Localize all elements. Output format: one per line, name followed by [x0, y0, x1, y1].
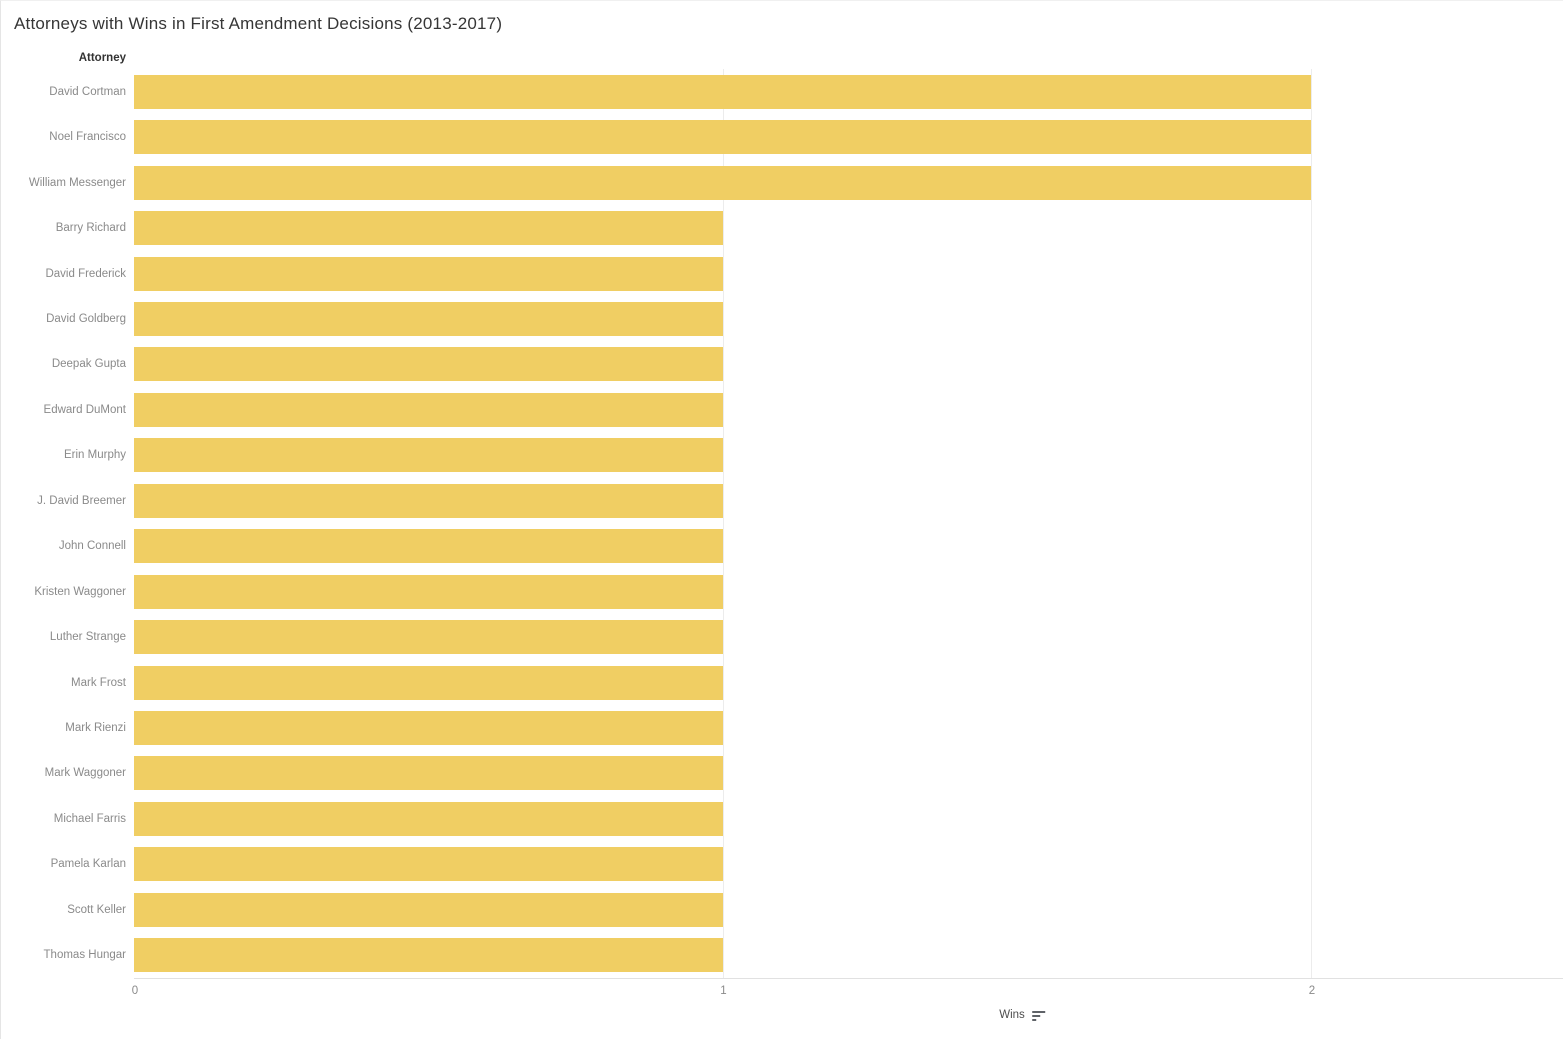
attorney-label[interactable]: David Cortman [49, 85, 126, 98]
attorney-label[interactable]: Mark Frost [71, 676, 126, 689]
attorney-label[interactable]: David Goldberg [46, 312, 126, 325]
x-tick-label-1: 1 [720, 985, 727, 997]
win-bar[interactable] [134, 847, 723, 882]
win-bar[interactable] [134, 620, 723, 655]
attorney-label[interactable]: Luther Strange [49, 631, 126, 644]
attorney-label[interactable]: Kristen Waggoner [34, 585, 126, 598]
attorney-label[interactable]: Scott Keller [67, 903, 126, 916]
win-bar[interactable] [134, 347, 723, 382]
attorney-label[interactable]: Edward DuMont [43, 403, 126, 416]
sort-descending-icon[interactable] [1031, 1010, 1045, 1021]
chart-title: Attorneys with Wins in First Amendment D… [14, 14, 503, 33]
attorney-label[interactable]: Michael Farris [53, 812, 126, 825]
x-tick-label-2: 2 [1308, 985, 1316, 997]
win-bar[interactable] [134, 529, 723, 564]
win-bar[interactable] [134, 711, 723, 746]
win-bar[interactable] [134, 392, 723, 427]
x-tick-label-0: 0 [131, 985, 139, 997]
x-axis-title-label: Wins [999, 1009, 1025, 1021]
win-bar[interactable] [134, 165, 1311, 200]
gridline-x-2 [1311, 69, 1312, 978]
win-bar[interactable] [134, 756, 723, 791]
attorney-label[interactable]: Erin Murphy [64, 449, 126, 462]
row-header-attorney[interactable]: Attorney [78, 52, 126, 64]
x-axis-line [134, 978, 1563, 979]
win-bar[interactable] [134, 892, 723, 927]
win-bar[interactable] [134, 120, 1311, 155]
attorney-label[interactable]: Deepak Gupta [51, 358, 126, 371]
gridline-x-1 [722, 69, 724, 978]
attorney-label[interactable]: Mark Waggoner [44, 767, 126, 780]
win-bar[interactable] [134, 74, 1311, 109]
win-bar[interactable] [134, 574, 723, 609]
win-bar[interactable] [134, 301, 723, 336]
attorney-label[interactable]: J. David Breemer [37, 494, 126, 507]
win-bar[interactable] [134, 938, 723, 973]
win-bar[interactable] [134, 211, 723, 246]
win-bar[interactable] [134, 483, 723, 518]
win-bar[interactable] [134, 801, 723, 836]
attorney-label[interactable]: Noel Francisco [49, 131, 126, 144]
x-axis-title[interactable]: Wins [999, 1009, 1045, 1021]
attorney-label[interactable]: Mark Rienzi [65, 722, 126, 735]
attorney-label[interactable]: John Connell [58, 540, 126, 553]
attorney-label[interactable]: Thomas Hungar [43, 949, 126, 962]
attorney-label[interactable]: David Frederick [45, 267, 126, 280]
attorney-label[interactable]: William Messenger [28, 176, 126, 189]
win-bar[interactable] [134, 256, 723, 291]
win-bar[interactable] [134, 665, 723, 700]
win-bar[interactable] [134, 438, 723, 473]
attorney-label[interactable]: Barry Richard [55, 222, 126, 235]
attorney-label[interactable]: Pamela Karlan [50, 858, 126, 871]
